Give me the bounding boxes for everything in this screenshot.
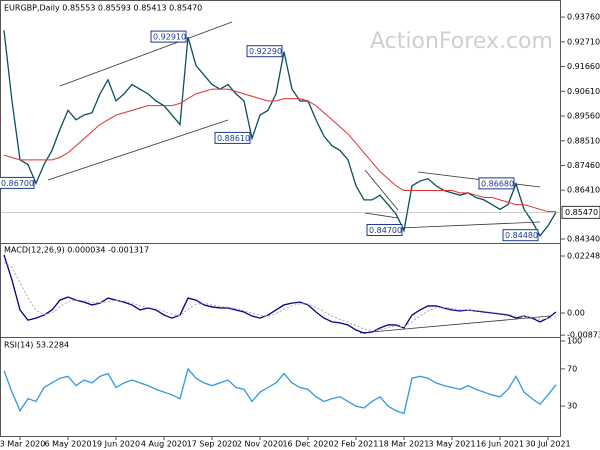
x-tick-label: 16 Dec 2020 [282,440,333,449]
macd-title: MACD(12,26,9) 0.000034 -0.001317 [4,246,149,255]
series-line [3,254,557,334]
chart-title: EURGBP,Daily 0.85553 0.85593 0.85413 0.8… [4,4,202,13]
annotation-label: 0.92910 [153,33,186,42]
last-price-box [561,205,600,219]
annotation-label: 0.92290 [249,47,282,56]
wedge-line [364,212,399,219]
annotation-box [502,229,539,242]
annotation-box [366,224,403,237]
annotation-box [478,177,515,190]
annotation-box [150,30,187,43]
y-tick-label: 0.89560 [567,112,600,121]
macd-trend-line [359,315,551,334]
y-tick-label: 70 [567,364,577,373]
macd-panel [0,243,561,338]
y-tick-label: 0.93760 [567,13,600,22]
x-tick-label: 19 Jun 2020 [92,440,140,449]
series-line [3,261,557,332]
rsi-title: RSI(14) 53.2284 [4,341,69,350]
annotation-box [214,131,251,144]
channel-line [59,21,233,87]
y-tick-label: -0.008736 [567,331,600,340]
annotation-box [0,176,35,189]
x-tick-label: 4 Aug 2020 [141,440,187,449]
x-tick-label: 2 Feb 2021 [334,440,379,449]
x-tick-label: 16 Jun 2021 [476,440,524,449]
x-tick-label: 6 May 2020 [44,440,91,449]
y-tick-label: 0.91660 [567,62,600,71]
x-tick-label: 2 Nov 2020 [237,440,283,449]
y-tick-label: 30 [567,402,577,411]
x-tick-label: 23 Mar 2020 [0,440,45,449]
rsi-panel [0,337,561,437]
y-tick-label: 0.86410 [567,186,600,195]
annotation-label: 0.86700 [1,179,34,188]
annotation-label: 0.84480 [505,231,538,240]
y-tick-label: 0.90610 [567,87,600,96]
y-tick-label: 100 [567,337,582,346]
x-tick-label: 30 Jul 2021 [525,440,570,449]
last-price-label: 0.85470 [565,208,598,217]
wedge-line [364,169,399,211]
x-tick-label: 3 May 2021 [428,440,475,449]
annotation-label: 0.84700 [369,226,402,235]
annotation-label: 0.86680 [481,179,514,188]
y-tick-label: 0.88510 [567,136,600,145]
y-tick-label: 0.87460 [567,161,600,170]
x-tick-label: 18 Mar 2021 [379,440,430,449]
x-tick-label: 17 Sep 2020 [187,440,238,449]
channel-line [47,119,229,181]
y-tick-label: 0.022482 [567,252,600,261]
series-line [3,88,556,213]
y-tick-label: 0.00 [567,309,585,318]
y-tick-label: 0.84340 [567,234,600,243]
triangle-line [399,221,541,229]
y-tick-label: 0.92710 [567,37,600,46]
watermark: ActionForex.com [370,29,553,54]
annotation-box [246,45,283,58]
annotation-label: 0.88610 [217,134,250,143]
series-line [3,30,557,237]
series-line [3,367,557,415]
